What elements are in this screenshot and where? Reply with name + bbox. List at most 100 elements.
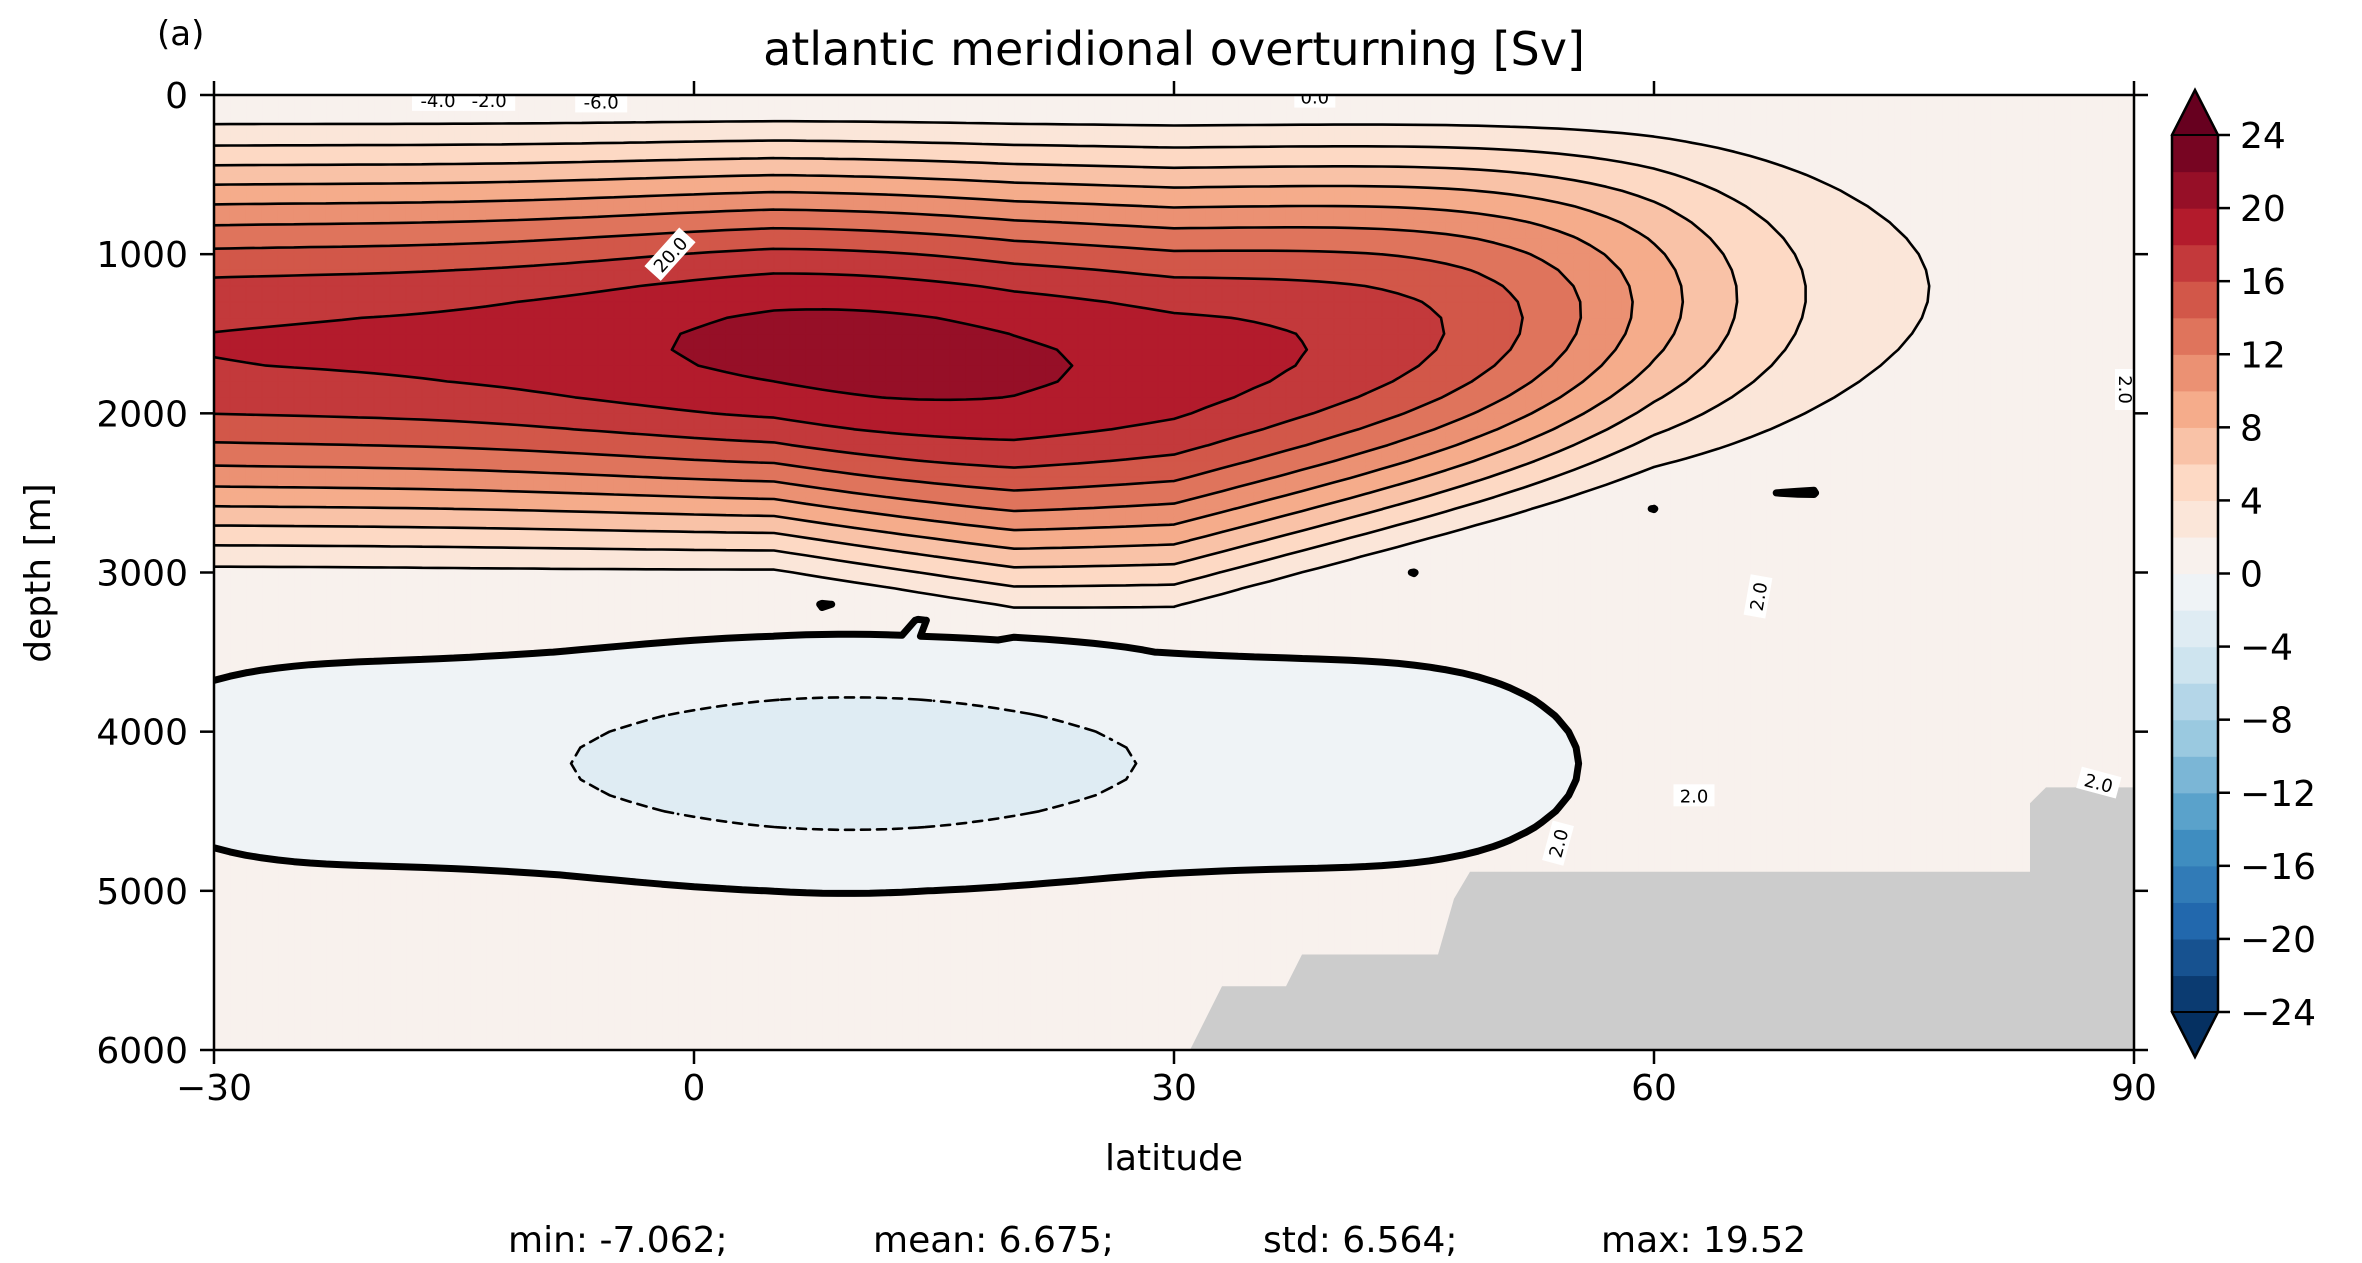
contour-line-2	[214, 119, 1931, 609]
colorbar-tick-label: −4	[2240, 628, 2293, 669]
y-tick-label: 1000	[96, 235, 188, 276]
colorbar-band--4	[2172, 610, 2218, 648]
colorbar-band-2	[2172, 500, 2218, 538]
contour-label-bg	[1673, 784, 1715, 807]
contour-label-3: -6.0	[575, 92, 628, 113]
colorbar-tick-label: 8	[2240, 408, 2263, 449]
chart-title: atlantic meridional overturning [Sv]	[763, 22, 1585, 76]
y-axis-label: depth [m]	[18, 483, 59, 662]
colorbar-band-0	[2172, 536, 2218, 575]
contour-label-text: 2.0	[1680, 786, 1709, 807]
colorbar-tick-label: 4	[2240, 481, 2263, 522]
colorbar-band-12	[2172, 317, 2218, 355]
colorbar-tick-label: −8	[2240, 701, 2293, 742]
contour-line-0	[214, 486, 1820, 897]
x-tick-label: 0	[683, 1068, 706, 1109]
colorbar-band-4	[2172, 463, 2218, 502]
stat-max: max: 19.52	[1601, 1220, 1806, 1261]
contour-label-text: 2.0	[2114, 375, 2135, 404]
contour-label-bg	[2076, 766, 2122, 799]
colorbar-band-6	[2172, 427, 2218, 465]
colorbar-band--22	[2172, 938, 2218, 977]
colorbar-band-22	[2172, 135, 2218, 173]
contour-line-16	[214, 247, 1446, 469]
contour-label-6: 2.0	[1743, 574, 1773, 619]
y-tick-label: 4000	[96, 713, 188, 754]
x-axis: −30 0 30 60 90	[176, 81, 2157, 1109]
contour-line-10	[214, 190, 1634, 532]
contour-line-20	[670, 308, 1074, 402]
colorbar-band--8	[2172, 683, 2218, 721]
colorbar-band--16	[2172, 829, 2218, 867]
colorbar-band-16	[2172, 244, 2218, 282]
colorbar-band--2	[2172, 573, 2218, 611]
y-tick-label: 2000	[96, 394, 188, 435]
colorbar-tick-label: 24	[2240, 116, 2286, 157]
colorbar-band--20	[2172, 902, 2218, 940]
stat-std: std: 6.564;	[1263, 1220, 1457, 1261]
colorbar-tick-label: 16	[2240, 262, 2286, 303]
contour-label-bg	[1542, 820, 1574, 866]
contour-label-1: -4.0	[412, 91, 464, 112]
contour-label-bg	[1743, 574, 1773, 619]
contour-line-4	[214, 139, 1807, 588]
contour-line--2	[569, 696, 1138, 832]
y-tick-label: 6000	[96, 1031, 188, 1072]
y-tick-label: 3000	[96, 554, 188, 595]
colorbar-band--14	[2172, 792, 2218, 830]
contour-label-bg	[575, 95, 628, 113]
x-tick-label: 30	[1151, 1068, 1197, 1109]
contour-label-bg	[463, 95, 516, 111]
colorbar-band-18	[2172, 208, 2218, 246]
colorbar-tick-label: 0	[2240, 555, 2263, 596]
colorbar-band-14	[2172, 281, 2218, 319]
colorbar-extend-max	[2170, 87, 2220, 136]
x-tick-label: −30	[176, 1068, 252, 1109]
x-axis-label: latitude	[1105, 1138, 1243, 1179]
stat-mean: mean: 6.675;	[873, 1220, 1114, 1261]
contour-label-bg	[1294, 95, 1336, 108]
colorbar-tick-label: −20	[2240, 920, 2316, 961]
contour-label-text: -4.0	[420, 91, 455, 112]
x-tick-label: 60	[1631, 1068, 1677, 1109]
contour-label-text: 2.0	[1747, 581, 1773, 613]
colorbar-band--6	[2172, 646, 2218, 684]
contour-label-text: -6.0	[584, 92, 619, 113]
contour-label-5: 2.0	[2114, 369, 2135, 410]
colorbar-tick-label: −16	[2240, 847, 2316, 888]
colorbar-tick-label: −12	[2240, 774, 2316, 815]
colorbar-band--18	[2172, 865, 2218, 903]
contour-line-6	[214, 156, 1739, 569]
contour-line-14	[214, 226, 1524, 492]
x-tick-label: 90	[2111, 1068, 2157, 1109]
colorbar-tick-label: −24	[2240, 993, 2316, 1034]
contour-line-12	[214, 208, 1583, 513]
contour-label-bg	[2115, 369, 2134, 410]
colorbar-extend-min	[2170, 1011, 2220, 1060]
colorbar-band-10	[2172, 354, 2218, 392]
contour-label-text: -2.0	[472, 91, 507, 112]
stats-line: min: -7.062; mean: 6.675; std: 6.564; ma…	[508, 1220, 1806, 1261]
contour-label-bg	[412, 95, 464, 111]
colorbar-tick-label: 12	[2240, 335, 2286, 376]
bathymetry-mask	[1190, 787, 2134, 1050]
panel-label: (a)	[157, 14, 204, 54]
colorbar-tick-label: 20	[2240, 189, 2286, 230]
y-tick-label: 5000	[96, 872, 188, 913]
colorbar-band--12	[2172, 756, 2218, 794]
contour-label-2: -2.0	[463, 91, 516, 112]
contour-label-4: 0.0	[1294, 88, 1336, 109]
contour-line-18	[214, 272, 1309, 442]
colorbar: 24 20 16 12 8 4 0 −4 −8 −12 −16 −20 −24	[2170, 87, 2316, 1060]
contour-line-8	[214, 173, 1685, 550]
plot-area: 20.0-4.0 -2.0 -6.0 0.02.02.02.02.02.0	[214, 88, 2135, 1050]
contour-band--4-to--2	[570, 697, 1137, 831]
contour-label-7: 2.0	[1673, 784, 1715, 807]
colorbar-band--24	[2172, 975, 2218, 1013]
colorbar-band-8	[2172, 390, 2218, 428]
colorbar-band-20	[2172, 171, 2218, 209]
y-axis: 0 1000 2000 3000 4000 5000 6000	[96, 76, 2148, 1072]
contour-label-text: 0.0	[1300, 88, 1329, 109]
